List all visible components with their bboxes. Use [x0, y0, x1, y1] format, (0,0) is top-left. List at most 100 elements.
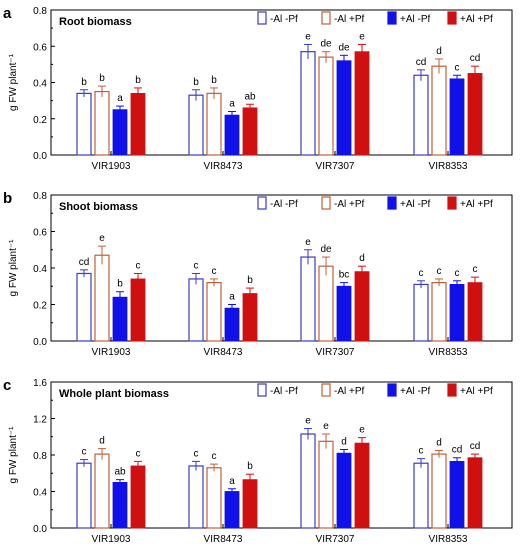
x-tick-label: VIR8473 — [204, 161, 243, 172]
bar — [431, 453, 447, 529]
significance-letter: b — [247, 461, 253, 472]
significance-letter: de — [338, 42, 350, 53]
panel-b: b Shoot biomass 0.0 0.2 0.4 0.6 0.8 g FW plant⁻… — [3, 190, 513, 358]
legend-label: -Al +Pf — [334, 386, 365, 397]
y-tick-label: 0.0 — [33, 151, 47, 162]
bar — [224, 307, 240, 342]
x-tick-label: VIR8473 — [204, 347, 243, 358]
bar — [449, 460, 465, 529]
legend-label: -Al -Pf — [270, 386, 298, 397]
legend-label: +Al -Pf — [400, 386, 431, 397]
legend-label: +Al +Pf — [460, 14, 493, 25]
panel-letter: b — [3, 190, 12, 207]
legend-swatch — [387, 196, 397, 210]
bar — [318, 265, 334, 342]
significance-letter: c — [419, 268, 424, 279]
significance-letter: a — [117, 93, 123, 104]
significance-letter: c — [212, 451, 217, 462]
x-tick-label: VIR1903 — [92, 534, 131, 545]
bar — [130, 92, 146, 156]
bar — [449, 78, 465, 156]
significance-letter: a — [229, 99, 235, 110]
y-axis-label: g FW plant⁻¹ — [8, 53, 19, 111]
y-tick-label: 0.2 — [33, 301, 47, 312]
bar — [206, 282, 222, 342]
significance-letter: e — [359, 31, 365, 42]
legend-swatch — [447, 11, 457, 25]
significance-letter: c — [136, 448, 141, 459]
x-tick-label: VIR1903 — [92, 161, 131, 172]
legend-label: -Al +Pf — [334, 199, 365, 210]
significance-letter: b — [99, 73, 105, 84]
y-tick-label: 0.4 — [33, 79, 47, 90]
x-tick-label: VIR8353 — [429, 347, 468, 358]
significance-letter: d — [99, 436, 105, 447]
y-tick-label: 1.2 — [33, 415, 47, 426]
legend-swatch — [447, 383, 457, 397]
bar — [300, 51, 316, 156]
y-tick-label: 0.6 — [33, 42, 47, 53]
legend-label: +Al +Pf — [460, 199, 493, 210]
bar — [224, 114, 240, 156]
bar — [76, 462, 92, 529]
legend-swatch — [257, 196, 267, 210]
panel-title: Whole plant biomass — [59, 388, 169, 400]
bar — [354, 442, 370, 529]
bar — [188, 94, 204, 156]
bar — [188, 465, 204, 529]
bar — [130, 278, 146, 342]
y-tick-label: 0.2 — [33, 115, 47, 126]
bar — [94, 90, 110, 156]
bar — [336, 285, 352, 342]
significance-letter: c — [437, 266, 442, 277]
significance-letter: cd — [416, 57, 427, 68]
significance-letter: b — [193, 77, 199, 88]
bar — [300, 256, 316, 342]
bar — [112, 481, 128, 529]
bar — [336, 60, 352, 156]
y-tick-label: 0.4 — [33, 264, 47, 275]
bar — [242, 479, 258, 529]
significance-letter: b — [135, 75, 141, 86]
significance-letter: e — [323, 421, 329, 432]
x-tick-label: VIR7307 — [316, 534, 355, 545]
y-tick-label: 0.4 — [33, 488, 47, 499]
significance-letter: c — [212, 266, 217, 277]
significance-letter: a — [229, 292, 235, 303]
legend-swatch — [387, 11, 397, 25]
y-tick-label: 1.6 — [33, 378, 47, 389]
significance-letter: e — [305, 237, 311, 248]
bar — [336, 452, 352, 529]
panel-title: Root biomass — [59, 16, 132, 28]
y-tick-label: 0.8 — [33, 6, 47, 17]
legend-swatch — [257, 383, 267, 397]
bar — [130, 465, 146, 529]
legend-swatch — [321, 196, 331, 210]
x-tick-label: VIR7307 — [316, 161, 355, 172]
y-axis-label: g FW plant⁻¹ — [8, 239, 19, 297]
bar — [76, 272, 92, 342]
bar — [206, 467, 222, 529]
significance-letter: c — [82, 447, 87, 458]
significance-letter: cd — [470, 53, 481, 64]
bar — [354, 51, 370, 156]
bar — [188, 278, 204, 342]
bar — [76, 92, 92, 156]
legend-label: +Al +Pf — [460, 386, 493, 397]
y-tick-label: 0.6 — [33, 228, 47, 239]
bar — [413, 283, 429, 342]
bar — [467, 73, 483, 156]
significance-letter: c — [473, 264, 478, 275]
bar — [467, 457, 483, 529]
significance-letter: b — [247, 275, 253, 286]
significance-letter: de — [320, 244, 332, 255]
significance-letter: a — [229, 476, 235, 487]
bar — [318, 440, 334, 529]
y-tick-label: 0.8 — [33, 451, 47, 462]
bar — [94, 453, 110, 529]
significance-letter: c — [455, 268, 460, 279]
y-tick-label: 0.8 — [33, 191, 47, 202]
bar — [318, 56, 334, 156]
